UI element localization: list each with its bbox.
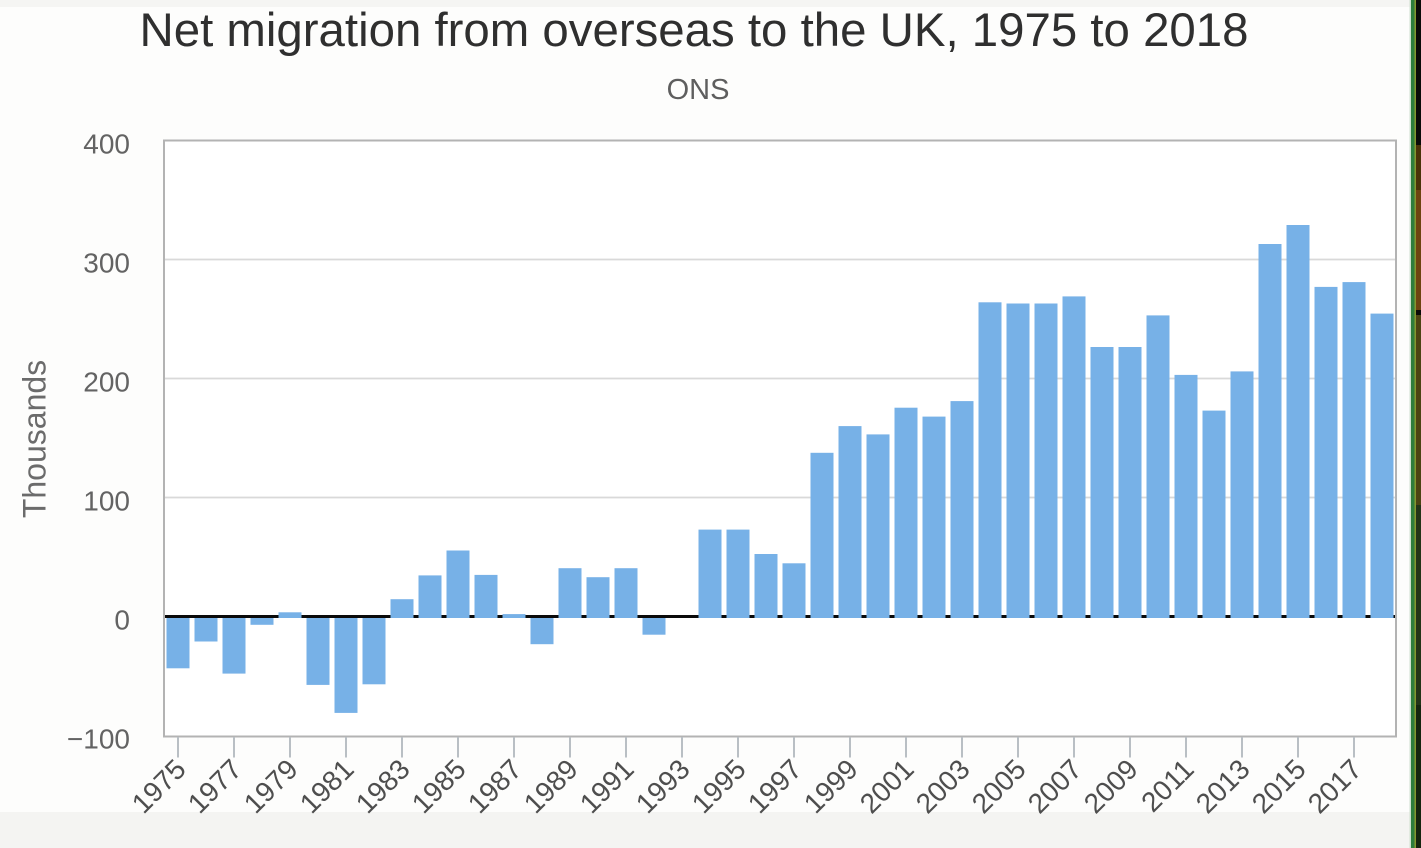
svg-text:0: 0	[114, 605, 130, 636]
svg-text:300: 300	[83, 248, 130, 279]
svg-text:−100: −100	[67, 724, 130, 755]
svg-text:Net migration from overseas to: Net migration from overseas to the UK, 1…	[139, 4, 1248, 57]
svg-text:200: 200	[83, 367, 130, 398]
svg-text:ONS: ONS	[667, 74, 730, 106]
svg-text:400: 400	[83, 129, 130, 160]
svg-text:100: 100	[83, 486, 130, 517]
svg-text:Thousands: Thousands	[17, 360, 53, 518]
